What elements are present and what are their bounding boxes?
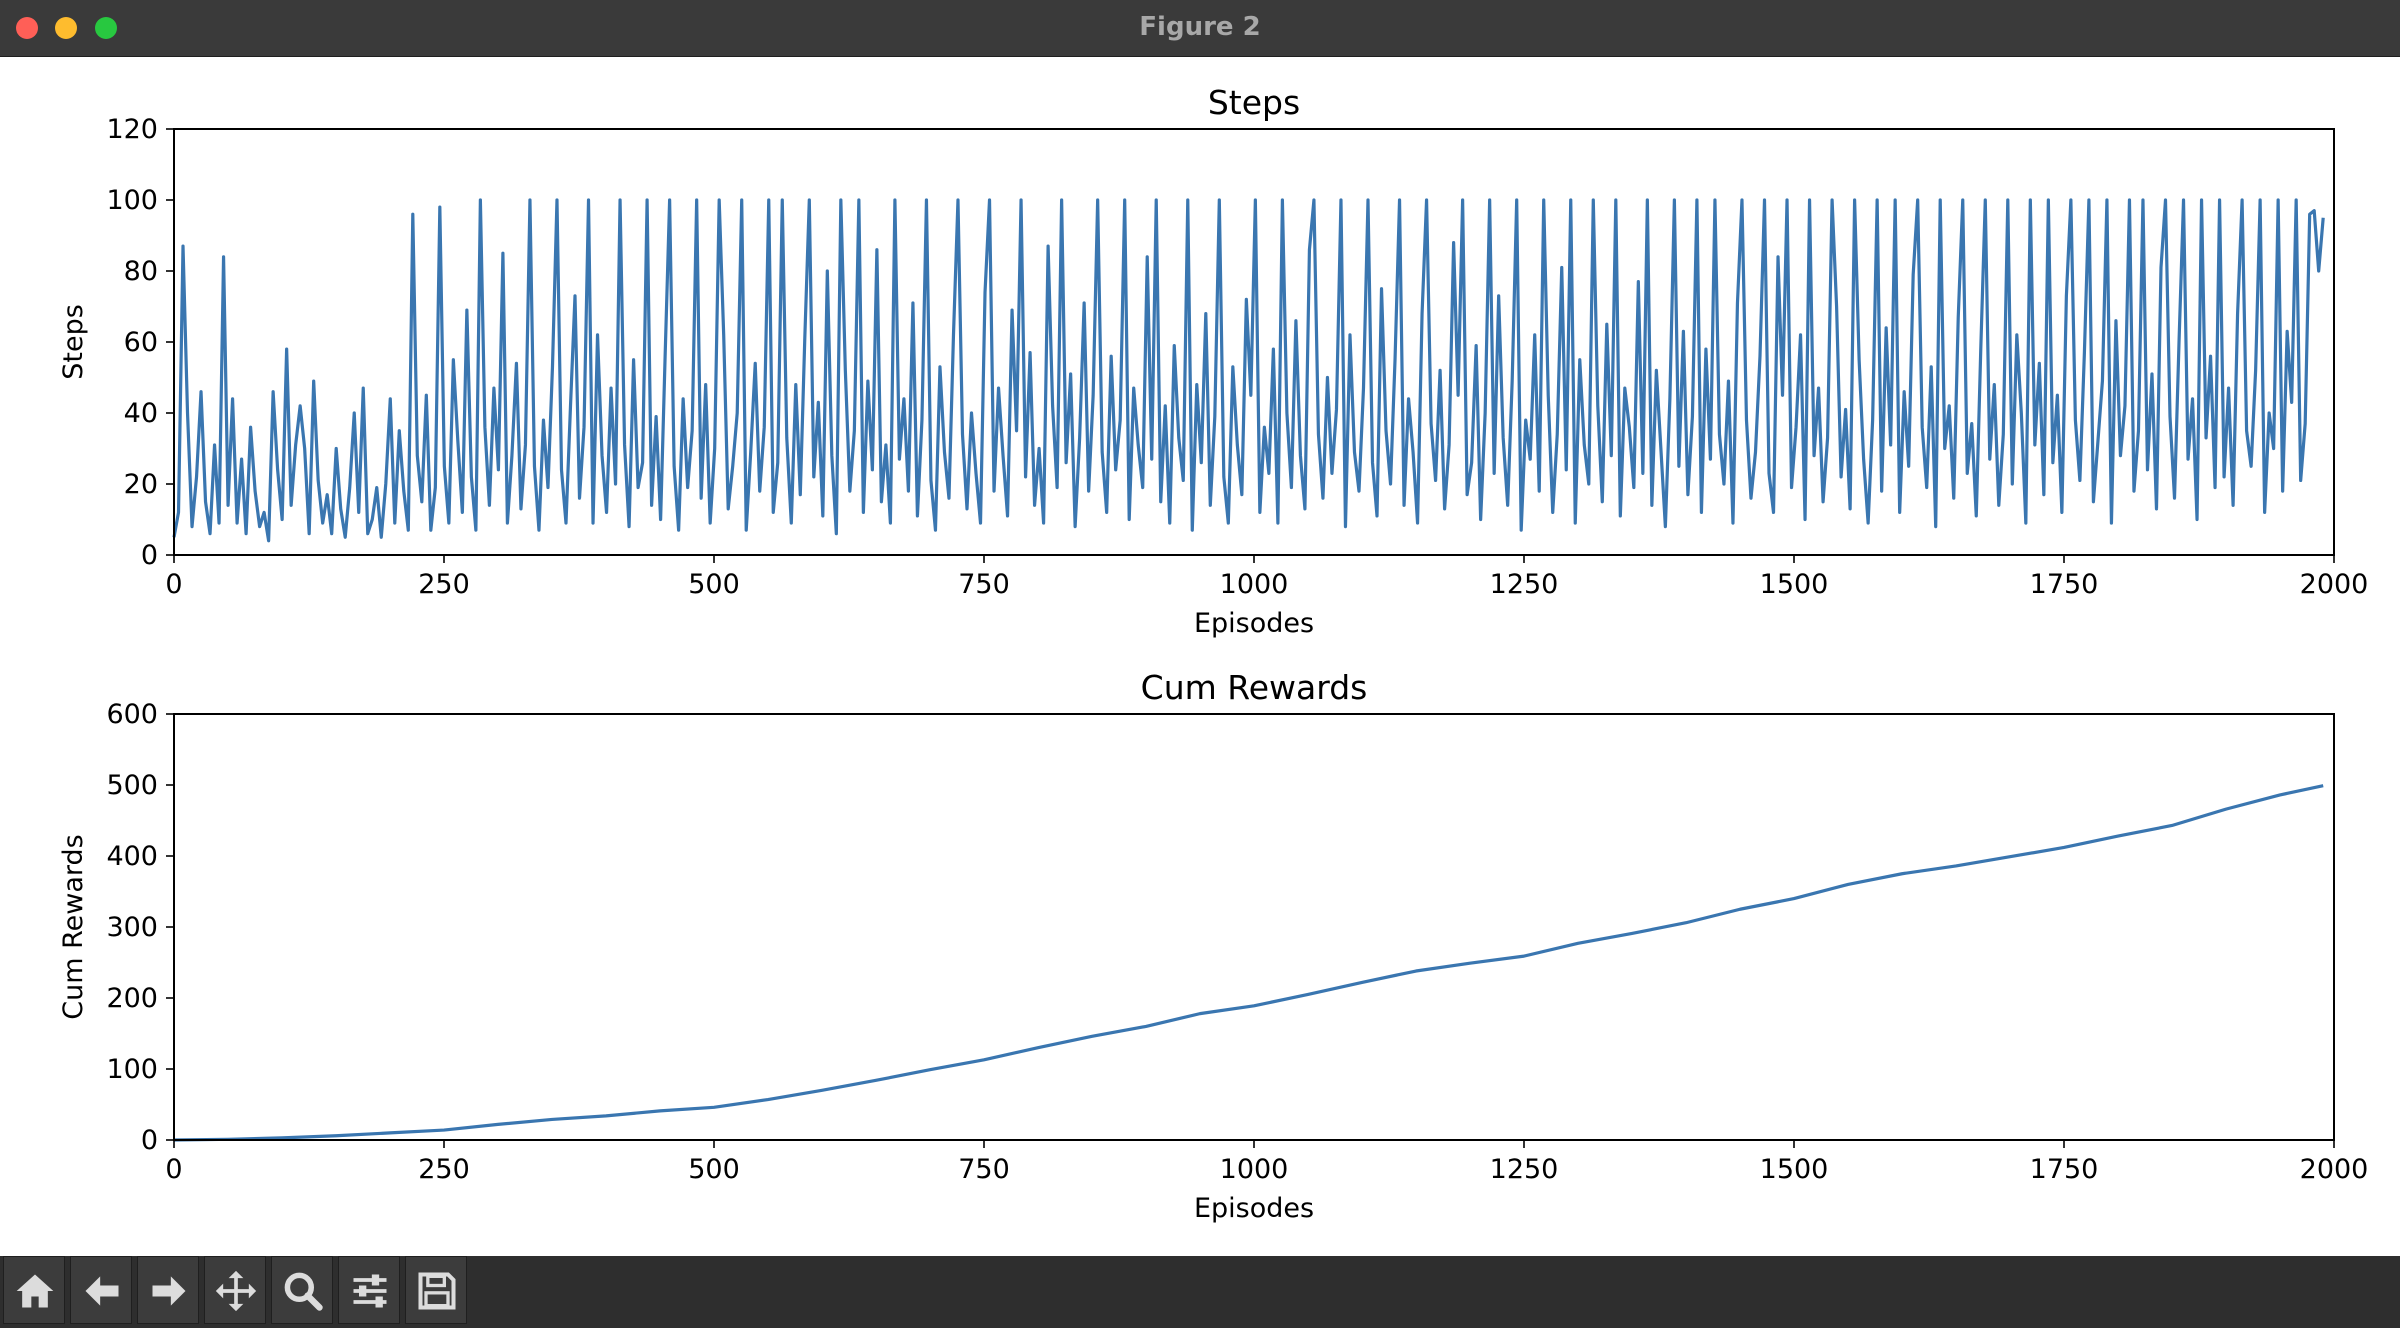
- zoom-icon: [284, 1272, 323, 1311]
- navigation-toolbar: [0, 1256, 2400, 1328]
- x-tick-label: 250: [418, 569, 470, 600]
- x-tick-label: 1750: [2030, 1154, 2099, 1185]
- forward-button[interactable]: [137, 1256, 199, 1324]
- y-tick-label: 400: [106, 841, 158, 872]
- y-tick-label: 600: [106, 699, 158, 730]
- home-button[interactable]: [3, 1256, 65, 1324]
- x-tick-label: 0: [165, 1154, 182, 1185]
- x-tick-label: 1500: [1760, 569, 1829, 600]
- y-tick-label: 120: [106, 114, 158, 145]
- y-tick-label: 80: [124, 256, 158, 287]
- axes-2: 0 250 500 750 1000 1250 1500 1750 2000 0 100 200 300…: [58, 668, 2368, 1224]
- y-tick-label: 20: [124, 469, 158, 500]
- y-axis-label: Cum Rewards: [58, 834, 89, 1019]
- minimize-window-button[interactable]: [55, 17, 77, 39]
- y-tick-label: 100: [106, 185, 158, 216]
- x-tick-label: 0: [165, 569, 182, 600]
- zoom-button[interactable]: [271, 1256, 333, 1324]
- x-tick-label: 750: [958, 569, 1010, 600]
- x-tick-label: 750: [958, 1154, 1010, 1185]
- window-title: Figure 2: [1139, 12, 1261, 42]
- y-tick-label: 40: [124, 398, 158, 429]
- close-window-button[interactable]: [16, 17, 38, 39]
- x-tick-label: 500: [688, 569, 740, 600]
- x-tick-label: 1000: [1220, 1154, 1289, 1185]
- axes-frame: [173, 713, 2335, 1141]
- title-bar: Figure 2: [0, 0, 2400, 57]
- x-tick-label: 500: [688, 1154, 740, 1185]
- y-axis-label: Steps: [58, 304, 89, 380]
- chart-title: Cum Rewards: [1141, 668, 1368, 707]
- x-tick-label: 2000: [2300, 1154, 2369, 1185]
- y-tick-label: 300: [106, 912, 158, 943]
- save-button[interactable]: [405, 1256, 467, 1324]
- axes-1: 0 250 500 750 1000 1250 1500 1750 2000 0 20 40 60 80 1…: [58, 83, 2368, 639]
- series-line: [172, 198, 2325, 543]
- y-tick-label: 0: [141, 540, 158, 571]
- x-tick-label: 1500: [1760, 1154, 1829, 1185]
- figure-svg: 0 250 500 750 1000 1250 1500 1750 20000204060801…: [58, 83, 2368, 1224]
- configure-subplots-button[interactable]: [338, 1256, 400, 1324]
- x-tick-label: 2000: [2300, 569, 2369, 600]
- home-icon: [16, 1274, 54, 1308]
- x-axis-label: Episodes: [1194, 1193, 1314, 1224]
- y-tick-label: 100: [106, 1054, 158, 1085]
- y-tick-label: 500: [106, 770, 158, 801]
- y-tick-label: 200: [106, 983, 158, 1014]
- pan-button[interactable]: [204, 1256, 266, 1324]
- x-tick-label: 250: [418, 1154, 470, 1185]
- x-tick-label: 1250: [1490, 1154, 1559, 1185]
- figure-canvas[interactable]: 0 250 500 750 1000 1250 1500 1750 2000 0 20 40 60 80 1…: [0, 56, 2400, 1256]
- y-tick-label: 60: [124, 327, 158, 358]
- x-tick-label: 1000: [1220, 569, 1289, 600]
- chart-title: Steps: [1208, 83, 1300, 122]
- x-axis-label: Episodes: [1194, 608, 1314, 639]
- configure-subplots-icon: [353, 1274, 387, 1308]
- y-tick-label: 0: [141, 1125, 158, 1156]
- save-icon: [418, 1272, 456, 1310]
- pan-icon: [215, 1270, 257, 1312]
- x-tick-label: 1250: [1490, 569, 1559, 600]
- forward-icon: [152, 1276, 186, 1306]
- back-button[interactable]: [70, 1256, 132, 1324]
- series-line: [173, 784, 2324, 1142]
- x-tick-label: 1750: [2030, 569, 2099, 600]
- maximize-window-button[interactable]: [95, 17, 117, 39]
- back-icon: [85, 1276, 119, 1306]
